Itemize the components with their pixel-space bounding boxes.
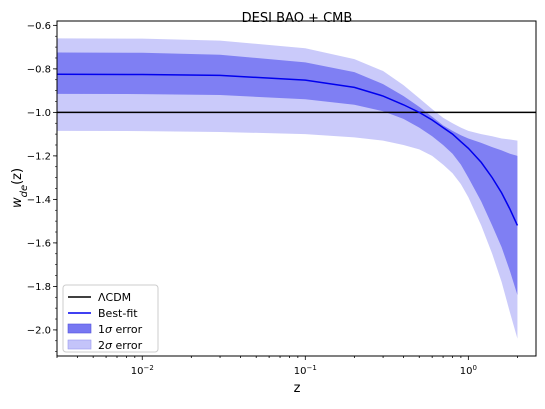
line-bestfit bbox=[56, 73, 519, 226]
legend-box bbox=[62, 284, 159, 353]
y-tick-label: −0.6 bbox=[27, 21, 51, 32]
x-tick-label: 10−1 bbox=[294, 364, 317, 377]
error-bands bbox=[57, 38, 518, 339]
y-tick-label: −1.8 bbox=[27, 282, 51, 293]
legend-swatch-1sigma bbox=[67, 323, 92, 334]
legend: ΛCDM Best-fit 1σ error 2σ error bbox=[62, 284, 159, 353]
legend-label-1sigma: 1σ error bbox=[98, 323, 143, 336]
y-tick-label: −1.0 bbox=[27, 108, 51, 119]
legend-swatch-2sigma bbox=[67, 339, 92, 350]
y-tick-label: −1.2 bbox=[27, 151, 51, 162]
band-1error bbox=[57, 52, 518, 296]
x-axis: 10−2 10−1 100 bbox=[56, 356, 518, 377]
x-tick-label: 100 bbox=[460, 364, 477, 377]
y-tick-label: −1.6 bbox=[27, 238, 51, 249]
legend-label-2sigma: 2σ error bbox=[98, 339, 143, 352]
y-axis: −0.6 −0.8 −1.0 −1.2 −1.4 −1.6 −1.8 −2.0 bbox=[27, 21, 57, 352]
legend-label-lcdm: ΛCDM bbox=[98, 291, 131, 304]
y-tick-label: −0.8 bbox=[27, 64, 51, 75]
y-tick-label: −2.0 bbox=[27, 325, 51, 336]
legend-label-bestfit: Best-fit bbox=[98, 307, 138, 320]
x-axis-label: z bbox=[294, 381, 301, 396]
x-tick-label: 10−2 bbox=[131, 364, 154, 377]
y-axis-label: wde(z) bbox=[10, 168, 30, 208]
series-lines bbox=[56, 73, 536, 226]
chart-title: DESI BAO + CMB bbox=[242, 11, 353, 26]
y-tick-label: −1.4 bbox=[27, 195, 51, 206]
